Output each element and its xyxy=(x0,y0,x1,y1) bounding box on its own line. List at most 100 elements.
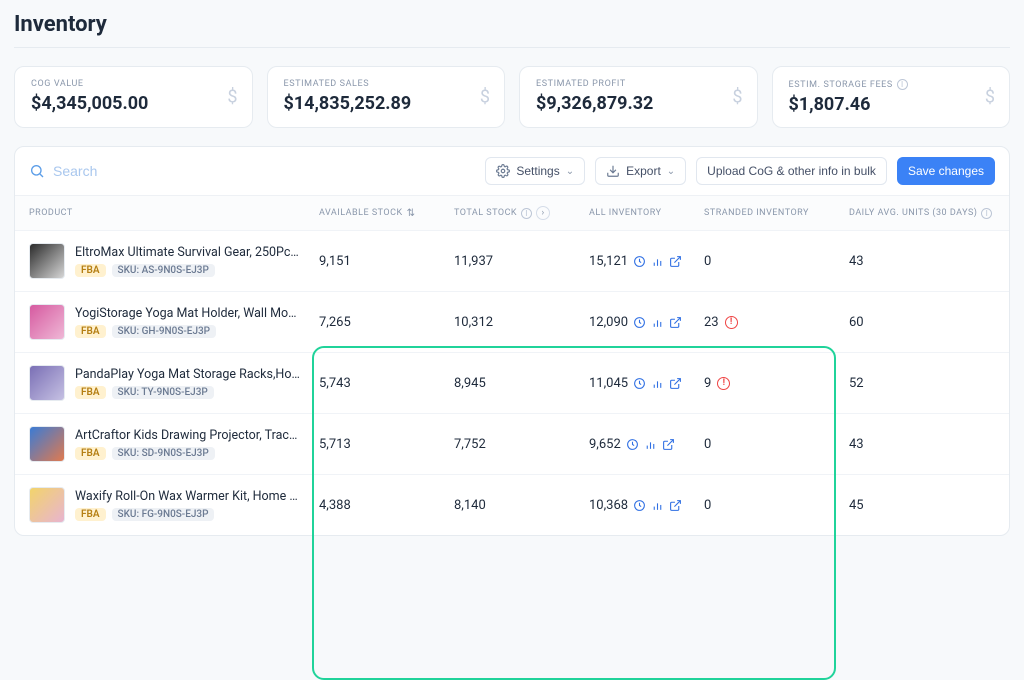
product-name[interactable]: EltroMax Ultimate Survival Gear, 250Pcs … xyxy=(75,245,300,260)
settings-button[interactable]: Settings ⌄ xyxy=(485,157,585,185)
page-title: Inventory xyxy=(14,12,1010,37)
chevron-down-icon: ⌄ xyxy=(566,166,574,177)
bar-chart-icon[interactable] xyxy=(651,255,664,268)
product-name[interactable]: Waxify Roll-On Wax Warmer Kit, Home Wa..… xyxy=(75,489,300,504)
col-product[interactable]: PRODUCT xyxy=(29,208,319,218)
product-name[interactable]: ArtCraftor Kids Drawing Projector, Trace… xyxy=(75,428,300,443)
available-stock-value: 9,151 xyxy=(319,254,454,269)
settings-label: Settings xyxy=(516,164,559,178)
clock-icon[interactable] xyxy=(633,377,646,390)
all-inventory-cell: 11,045 xyxy=(589,376,704,391)
stranded-inventory-cell: 0 xyxy=(704,254,849,269)
available-stock-value: 5,713 xyxy=(319,437,454,452)
clock-icon[interactable] xyxy=(626,438,639,451)
card-value: $4,345,005.00 xyxy=(31,93,236,114)
card-label: ESTIMATED PROFIT xyxy=(536,79,741,89)
clock-icon[interactable] xyxy=(633,499,646,512)
external-link-icon[interactable] xyxy=(662,438,675,451)
warning-icon[interactable]: ! xyxy=(725,316,738,329)
col-total-stock[interactable]: TOTAL STOCKi› xyxy=(454,206,589,220)
bar-chart-icon[interactable] xyxy=(651,377,664,390)
product-thumbnail[interactable] xyxy=(29,426,65,462)
export-button[interactable]: Export ⌄ xyxy=(595,157,686,185)
total-stock-value: 10,312 xyxy=(454,315,589,330)
external-link-icon[interactable] xyxy=(669,377,682,390)
toolbar: Settings ⌄ Export ⌄ Upload CoG & other i… xyxy=(15,147,1009,196)
product-cell: PandaPlay Yoga Mat Storage Racks,Home ..… xyxy=(29,365,319,401)
sku-badge: SKU: SD-9N0S-EJ3P xyxy=(112,447,215,460)
card-label: COG VALUE xyxy=(31,79,236,89)
info-icon[interactable]: i xyxy=(897,79,908,90)
warning-icon[interactable]: ! xyxy=(717,377,730,390)
daily-avg-value: 43 xyxy=(849,437,1004,452)
all-inventory-value: 15,121 xyxy=(589,254,628,269)
table-header: PRODUCT AVAILABLE STOCK⇅ TOTAL STOCKi› A… xyxy=(15,196,1009,230)
col-available-stock[interactable]: AVAILABLE STOCK⇅ xyxy=(319,208,454,219)
info-icon: i xyxy=(981,208,992,219)
stranded-value: 0 xyxy=(704,254,711,269)
sku-badge: SKU: AS-9N0S-EJ3P xyxy=(112,264,215,277)
card-value: $1,807.46 xyxy=(789,94,994,115)
col-stranded-inventory[interactable]: STRANDED INVENTORY xyxy=(704,208,849,218)
product-thumbnail[interactable] xyxy=(29,304,65,340)
stranded-value: 0 xyxy=(704,437,711,452)
table-row[interactable]: EltroMax Ultimate Survival Gear, 250Pcs … xyxy=(15,230,1009,291)
dollar-icon: $ xyxy=(227,87,237,108)
product-name[interactable]: PandaPlay Yoga Mat Storage Racks,Home ..… xyxy=(75,367,300,382)
external-link-icon[interactable] xyxy=(669,499,682,512)
sku-badge: SKU: GH-9N0S-EJ3P xyxy=(112,325,217,338)
search-icon xyxy=(29,163,45,179)
external-link-icon[interactable] xyxy=(669,316,682,329)
fba-badge: FBA xyxy=(75,447,106,460)
clock-icon[interactable] xyxy=(633,316,646,329)
download-icon xyxy=(606,164,620,178)
table-row[interactable]: Waxify Roll-On Wax Warmer Kit, Home Wa..… xyxy=(15,474,1009,535)
summary-card: ESTIMATED PROFIT$9,326,879.32$ xyxy=(519,66,758,128)
upload-label: Upload CoG & other info in bulk xyxy=(707,164,876,178)
card-value: $14,835,252.89 xyxy=(284,93,489,114)
all-inventory-value: 10,368 xyxy=(589,498,628,513)
fba-badge: FBA xyxy=(75,325,106,338)
info-icon: i xyxy=(521,208,532,219)
upload-cog-button[interactable]: Upload CoG & other info in bulk xyxy=(696,157,887,185)
bar-chart-icon[interactable] xyxy=(651,316,664,329)
gear-icon xyxy=(496,164,510,178)
product-cell: YogiStorage Yoga Mat Holder, Wall Mount … xyxy=(29,304,319,340)
total-stock-value: 7,752 xyxy=(454,437,589,452)
total-stock-value: 8,945 xyxy=(454,376,589,391)
all-inventory-cell: 9,652 xyxy=(589,437,704,452)
dollar-icon: $ xyxy=(732,87,742,108)
save-changes-button[interactable]: Save changes xyxy=(897,157,995,185)
external-link-icon[interactable] xyxy=(669,255,682,268)
available-stock-value: 5,743 xyxy=(319,376,454,391)
col-daily-avg[interactable]: DAILY AVG. UNITS (30 DAYS)i xyxy=(849,208,1004,219)
available-stock-value: 7,265 xyxy=(319,315,454,330)
sku-badge: SKU: TY-9N0S-EJ3P xyxy=(112,386,214,399)
product-thumbnail[interactable] xyxy=(29,365,65,401)
stranded-inventory-cell: 23! xyxy=(704,315,849,330)
total-stock-value: 8,140 xyxy=(454,498,589,513)
product-name[interactable]: YogiStorage Yoga Mat Holder, Wall Mount … xyxy=(75,306,300,321)
table-row[interactable]: PandaPlay Yoga Mat Storage Racks,Home ..… xyxy=(15,352,1009,413)
search-input[interactable] xyxy=(53,163,253,179)
daily-avg-value: 60 xyxy=(849,315,1004,330)
daily-avg-value: 45 xyxy=(849,498,1004,513)
clock-icon[interactable] xyxy=(633,255,646,268)
col-all-inventory[interactable]: ALL INVENTORY xyxy=(589,208,704,218)
sort-icon: ⇅ xyxy=(407,208,416,219)
fba-badge: FBA xyxy=(75,264,106,277)
all-inventory-cell: 10,368 xyxy=(589,498,704,513)
chevron-down-icon: ⌄ xyxy=(667,166,675,177)
product-thumbnail[interactable] xyxy=(29,243,65,279)
expand-icon[interactable]: › xyxy=(536,206,550,220)
card-label: ESTIM. STORAGE FEESi xyxy=(789,79,994,90)
product-cell: Waxify Roll-On Wax Warmer Kit, Home Wa..… xyxy=(29,487,319,523)
bar-chart-icon[interactable] xyxy=(644,438,657,451)
summary-cards: COG VALUE$4,345,005.00$ESTIMATED SALES$1… xyxy=(14,66,1010,128)
sku-badge: SKU: FG-9N0S-EJ3P xyxy=(112,508,215,521)
table-row[interactable]: ArtCraftor Kids Drawing Projector, Trace… xyxy=(15,413,1009,474)
bar-chart-icon[interactable] xyxy=(651,499,664,512)
available-stock-value: 4,388 xyxy=(319,498,454,513)
product-thumbnail[interactable] xyxy=(29,487,65,523)
table-row[interactable]: YogiStorage Yoga Mat Holder, Wall Mount … xyxy=(15,291,1009,352)
